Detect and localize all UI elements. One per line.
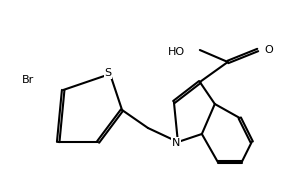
Text: Br: Br <box>22 75 35 85</box>
Text: HO: HO <box>168 47 185 57</box>
Text: N: N <box>172 138 180 148</box>
Text: O: O <box>265 45 273 55</box>
Text: S: S <box>105 68 112 78</box>
